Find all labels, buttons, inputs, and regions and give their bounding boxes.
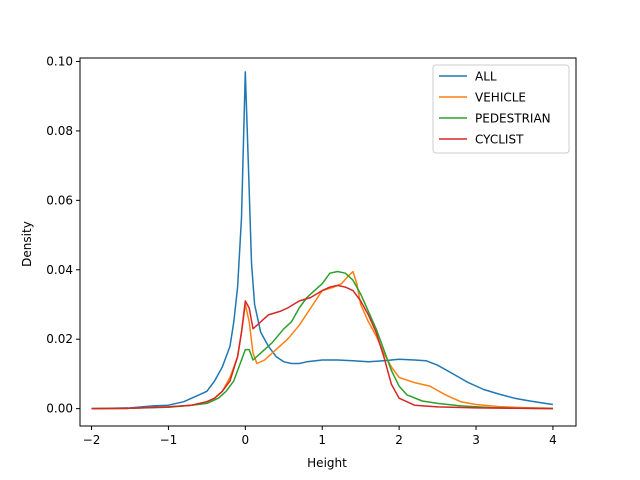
y-tick-label: 0.00 bbox=[46, 402, 73, 416]
series-line-all bbox=[91, 71, 554, 410]
x-tick-label: 1 bbox=[318, 433, 326, 447]
x-axis-title: Height bbox=[307, 456, 347, 470]
legend-label-vehicle: VEHICLE bbox=[475, 91, 526, 105]
plot-area: −2 −1 0 1 2 3 4 0.00 0.02 0.04 0.06 0.08 0.10 ALL VEHI… bbox=[46, 54, 577, 447]
y-tick-label: 0.10 bbox=[46, 54, 73, 68]
series-line-pedestrian bbox=[91, 270, 553, 410]
y-tick-label: 0.06 bbox=[46, 193, 73, 207]
y-axis-title: Density bbox=[20, 221, 34, 267]
x-tick-label: −2 bbox=[83, 433, 101, 447]
y-tick-label: 0.02 bbox=[46, 332, 73, 346]
series-line-cyclist bbox=[91, 284, 553, 410]
y-tick-label: 0.04 bbox=[46, 263, 73, 277]
x-tick-label: 3 bbox=[472, 433, 480, 447]
x-tick-label: −1 bbox=[160, 433, 178, 447]
axes-frame bbox=[79, 57, 577, 427]
x-tick-label: 4 bbox=[549, 433, 557, 447]
series-line-vehicle bbox=[91, 270, 553, 410]
legend-box bbox=[432, 64, 570, 154]
x-tick-label: 2 bbox=[395, 433, 403, 447]
x-tick-label: 0 bbox=[242, 433, 250, 447]
y-tick-label: 0.08 bbox=[46, 124, 73, 138]
legend-label-all: ALL bbox=[475, 70, 497, 84]
legend-label-pedestrian: PEDESTRIAN bbox=[475, 112, 551, 126]
legend-label-cyclist: CYCLIST bbox=[475, 133, 524, 147]
